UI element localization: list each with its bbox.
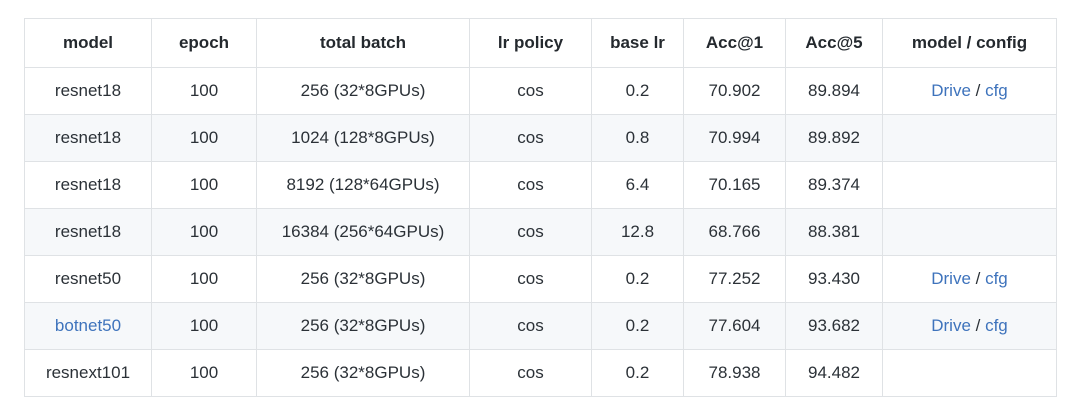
cell-acc5: 89.374: [785, 161, 883, 209]
column-header-base-lr: base lr: [591, 18, 684, 68]
cell-epoch: 100: [151, 208, 257, 256]
cell-base-lr: 12.8: [591, 208, 684, 256]
cell-base-lr: 0.2: [591, 255, 684, 303]
column-header-model-config: model / config: [882, 18, 1057, 68]
cell-links: [882, 114, 1057, 162]
cell-epoch: 100: [151, 114, 257, 162]
link-separator: /: [970, 269, 986, 288]
cell-epoch: 100: [151, 67, 257, 115]
cell-acc1: 68.766: [683, 208, 786, 256]
cell-model: resnet18: [24, 161, 152, 209]
cell-model: resnet18: [24, 208, 152, 256]
table-row: resnet18 100 1024 (128*8GPUs) cos 0.8 70…: [24, 114, 1057, 162]
cell-lr-policy: cos: [469, 349, 592, 397]
column-header-acc5: Acc@5: [785, 18, 883, 68]
table-row: botnet50 100 256 (32*8GPUs) cos 0.2 77.6…: [24, 302, 1057, 350]
cell-model: resnet18: [24, 114, 152, 162]
cell-total-batch: 16384 (256*64GPUs): [256, 208, 470, 256]
table-header: model epoch total batch lr policy base l…: [24, 18, 1057, 68]
cfg-link[interactable]: cfg: [985, 81, 1008, 100]
botnet50-link[interactable]: botnet50: [54, 316, 122, 335]
cell-acc5: 94.482: [785, 349, 883, 397]
cell-acc5: 93.682: [785, 302, 883, 350]
cell-model: resnext101: [24, 349, 152, 397]
cell-base-lr: 0.2: [591, 349, 684, 397]
cell-links: Drive / cfg: [882, 67, 1057, 115]
cfg-link[interactable]: cfg: [985, 269, 1008, 288]
cell-lr-policy: cos: [469, 67, 592, 115]
cell-base-lr: 0.2: [591, 67, 684, 115]
cell-model: resnet50: [24, 255, 152, 303]
cell-lr-policy: cos: [469, 208, 592, 256]
header-row: model epoch total batch lr policy base l…: [24, 18, 1057, 68]
table-row: resnet18 100 8192 (128*64GPUs) cos 6.4 7…: [24, 161, 1057, 209]
cell-acc1: 77.604: [683, 302, 786, 350]
cell-total-batch: 256 (32*8GPUs): [256, 349, 470, 397]
cell-base-lr: 0.2: [591, 302, 684, 350]
link-separator: /: [970, 316, 986, 335]
cell-acc1: 77.252: [683, 255, 786, 303]
cell-epoch: 100: [151, 302, 257, 350]
cell-base-lr: 0.8: [591, 114, 684, 162]
cell-lr-policy: cos: [469, 114, 592, 162]
drive-link[interactable]: Drive: [931, 81, 971, 100]
cell-links: Drive / cfg: [882, 302, 1057, 350]
cell-total-batch: 256 (32*8GPUs): [256, 67, 470, 115]
cell-acc1: 70.994: [683, 114, 786, 162]
cell-epoch: 100: [151, 255, 257, 303]
cell-epoch: 100: [151, 161, 257, 209]
link-separator: /: [970, 81, 986, 100]
cell-acc5: 88.381: [785, 208, 883, 256]
column-header-model: model: [24, 18, 152, 68]
column-header-total-batch: total batch: [256, 18, 470, 68]
drive-link[interactable]: Drive: [931, 269, 971, 288]
cell-total-batch: 8192 (128*64GPUs): [256, 161, 470, 209]
column-header-acc1: Acc@1: [683, 18, 786, 68]
cell-model: botnet50: [24, 302, 152, 350]
cell-lr-policy: cos: [469, 255, 592, 303]
cell-total-batch: 256 (32*8GPUs): [256, 255, 470, 303]
cell-links: Drive / cfg: [882, 255, 1057, 303]
cell-lr-policy: cos: [469, 302, 592, 350]
column-header-lr-policy: lr policy: [469, 18, 592, 68]
cell-base-lr: 6.4: [591, 161, 684, 209]
column-header-epoch: epoch: [151, 18, 257, 68]
cell-epoch: 100: [151, 349, 257, 397]
cell-total-batch: 1024 (128*8GPUs): [256, 114, 470, 162]
cell-acc1: 70.902: [683, 67, 786, 115]
drive-link[interactable]: Drive: [931, 316, 971, 335]
cell-total-batch: 256 (32*8GPUs): [256, 302, 470, 350]
cell-links: [882, 208, 1057, 256]
cell-acc1: 70.165: [683, 161, 786, 209]
cell-lr-policy: cos: [469, 161, 592, 209]
table-row: resnet18 100 16384 (256*64GPUs) cos 12.8…: [24, 208, 1057, 256]
cell-acc5: 93.430: [785, 255, 883, 303]
results-table: model epoch total batch lr policy base l…: [24, 18, 1057, 397]
cell-acc1: 78.938: [683, 349, 786, 397]
table-row: resnext101 100 256 (32*8GPUs) cos 0.2 78…: [24, 349, 1057, 397]
table-row: resnet50 100 256 (32*8GPUs) cos 0.2 77.2…: [24, 255, 1057, 303]
cell-acc5: 89.894: [785, 67, 883, 115]
cell-links: [882, 349, 1057, 397]
table-body: resnet18 100 256 (32*8GPUs) cos 0.2 70.9…: [24, 67, 1057, 397]
table-row: resnet18 100 256 (32*8GPUs) cos 0.2 70.9…: [24, 67, 1057, 115]
cfg-link[interactable]: cfg: [985, 316, 1008, 335]
cell-model: resnet18: [24, 67, 152, 115]
cell-acc5: 89.892: [785, 114, 883, 162]
cell-links: [882, 161, 1057, 209]
